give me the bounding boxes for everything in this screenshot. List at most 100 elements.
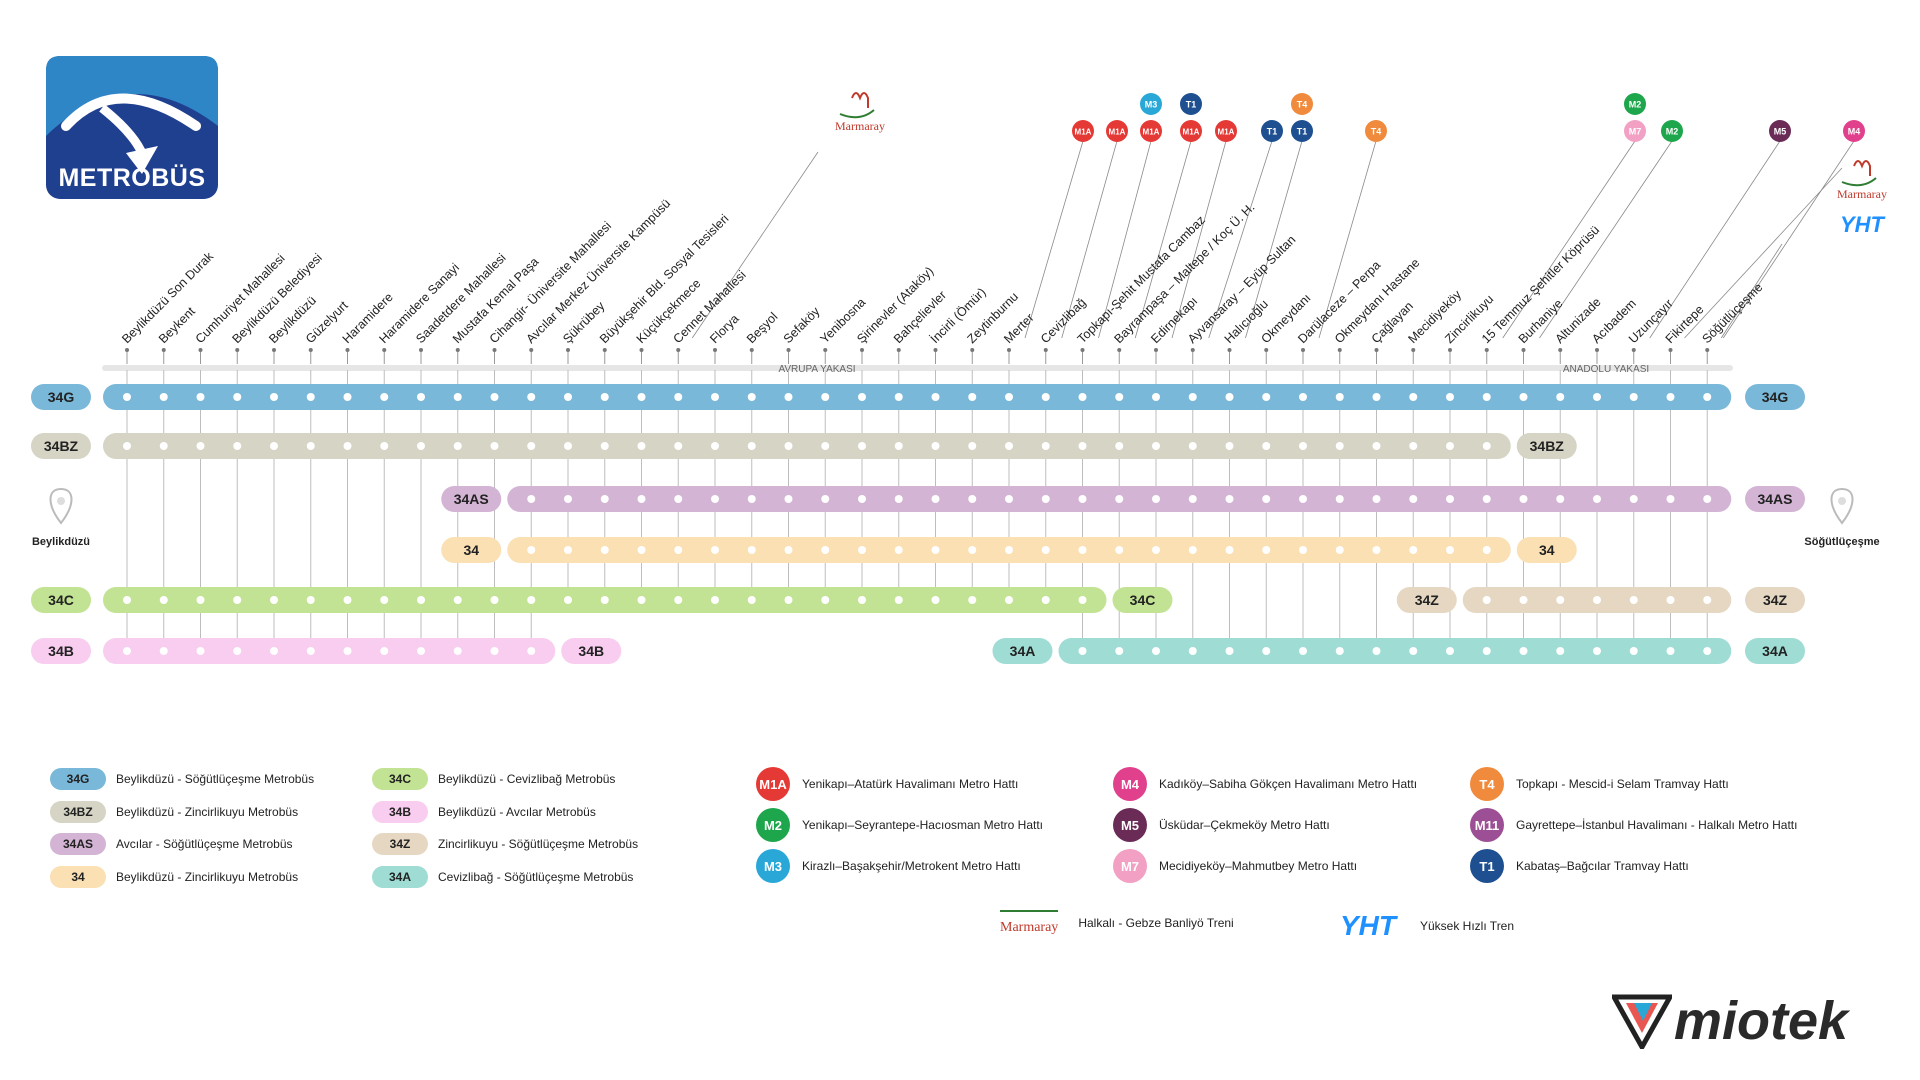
stop-dot[interactable] [1556,393,1565,401]
stop-dot[interactable] [1005,596,1013,604]
stop-dot[interactable] [1482,393,1491,401]
stop-dot[interactable] [674,393,683,401]
route-pill-34AS-start[interactable]: 34AS [441,486,502,512]
stop-dot[interactable] [674,546,683,554]
stop-dot[interactable] [711,596,719,604]
stop-dot[interactable] [1335,495,1344,503]
stop-dot[interactable] [1188,393,1197,401]
stop-dot[interactable] [1152,546,1160,554]
stop-dot[interactable] [1005,442,1013,450]
stop-dot[interactable] [1372,495,1381,503]
stop-dot[interactable] [931,442,940,450]
stop-dot[interactable] [1078,647,1087,655]
stop-dot[interactable] [1482,442,1491,450]
stop-dot[interactable] [600,393,609,401]
route-pill-34BZ-end[interactable]: 34BZ [1516,433,1577,459]
route-pill-34AS-end[interactable]: 34AS [1745,486,1805,512]
stop-dot[interactable] [1703,393,1712,401]
stop-dot[interactable] [1446,442,1454,450]
stop-dot[interactable] [858,495,866,503]
stop-dot[interactable] [233,647,242,655]
stop-dot[interactable] [1115,495,1124,503]
stop-dot[interactable] [1372,393,1381,401]
stop-dot[interactable] [417,647,425,655]
stop-dot[interactable] [1225,495,1234,503]
stop-dot[interactable] [1262,546,1271,554]
station-label[interactable]: Küçükçekmece [634,276,704,346]
route-pill-34G-end[interactable]: 34G [1745,384,1805,410]
stop-dot[interactable] [1482,647,1491,655]
stop-dot[interactable] [564,393,572,401]
stop-dot[interactable] [233,442,242,450]
stop-dot[interactable] [931,393,940,401]
stop-dot[interactable] [1299,647,1307,655]
stop-dot[interactable] [343,393,352,401]
stop-dot[interactable] [600,495,609,503]
stop-dot[interactable] [968,596,977,604]
stop-dot[interactable] [1372,647,1381,655]
stop-dot[interactable] [564,546,572,554]
connection-badge-M1A[interactable]: M1A [1140,120,1162,142]
route-pill-34G-start[interactable]: 34G [31,384,91,410]
stop-dot[interactable] [1703,596,1712,604]
stop-dot[interactable] [1115,647,1124,655]
stop-dot[interactable] [931,495,940,503]
stop-dot[interactable] [637,495,646,503]
stop-dot[interactable] [1409,393,1418,401]
stop-dot[interactable] [1446,495,1454,503]
stop-dot[interactable] [894,393,903,401]
stop-dot[interactable] [1556,596,1565,604]
stop-dot[interactable] [711,546,719,554]
stop-dot[interactable] [1482,546,1491,554]
route-pill-34Z-end[interactable]: 34Z [1745,587,1805,613]
stop-dot[interactable] [784,393,793,401]
connection-badge-T4[interactable]: T4 [1291,93,1313,115]
stop-dot[interactable] [858,393,866,401]
stop-dot[interactable] [784,596,793,604]
stop-dot[interactable] [1262,647,1271,655]
stop-dot[interactable] [527,442,536,450]
stop-dot[interactable] [1078,546,1087,554]
stop-dot[interactable] [894,495,903,503]
stop-dot[interactable] [1152,442,1160,450]
stop-dot[interactable] [747,442,756,450]
stop-dot[interactable] [527,393,536,401]
route-pill-34BZ-start[interactable]: 34BZ [31,433,91,459]
stop-dot[interactable] [1225,442,1234,450]
stop-dot[interactable] [1078,596,1087,604]
stop-dot[interactable] [1446,393,1454,401]
stop-dot[interactable] [931,596,940,604]
stop-dot[interactable] [1225,546,1234,554]
stop-dot[interactable] [1335,442,1344,450]
connection-badge-M4[interactable]: M4 [1843,120,1865,142]
stop-dot[interactable] [196,442,205,450]
stop-dot[interactable] [270,647,278,655]
stop-dot[interactable] [1446,546,1454,554]
stop-dot[interactable] [453,393,462,401]
stop-dot[interactable] [270,442,278,450]
stop-dot[interactable] [1041,442,1050,450]
station-label[interactable]: Sefaköy [781,304,823,346]
stop-dot[interactable] [1005,495,1013,503]
stop-dot[interactable] [600,442,609,450]
stop-dot[interactable] [564,442,572,450]
stop-dot[interactable] [894,546,903,554]
route-pill-34A-end[interactable]: 34A [1745,638,1805,664]
stop-dot[interactable] [1703,495,1712,503]
connection-badge-M1A[interactable]: M1A [1072,120,1094,142]
stop-dot[interactable] [1593,647,1601,655]
stop-dot[interactable] [1152,647,1160,655]
stop-dot[interactable] [233,596,242,604]
stop-dot[interactable] [1409,546,1418,554]
stop-dot[interactable] [674,442,683,450]
stop-dot[interactable] [1409,647,1418,655]
route-pill-34C-start[interactable]: 34C [31,587,91,613]
stop-dot[interactable] [1666,647,1675,655]
stop-dot[interactable] [343,596,352,604]
stop-dot[interactable] [1299,393,1307,401]
station-label[interactable]: Florya [707,312,741,346]
stop-dot[interactable] [1372,442,1381,450]
connection-badge-T1[interactable]: T1 [1291,120,1313,142]
stop-dot[interactable] [1482,495,1491,503]
stop-dot[interactable] [123,393,131,401]
